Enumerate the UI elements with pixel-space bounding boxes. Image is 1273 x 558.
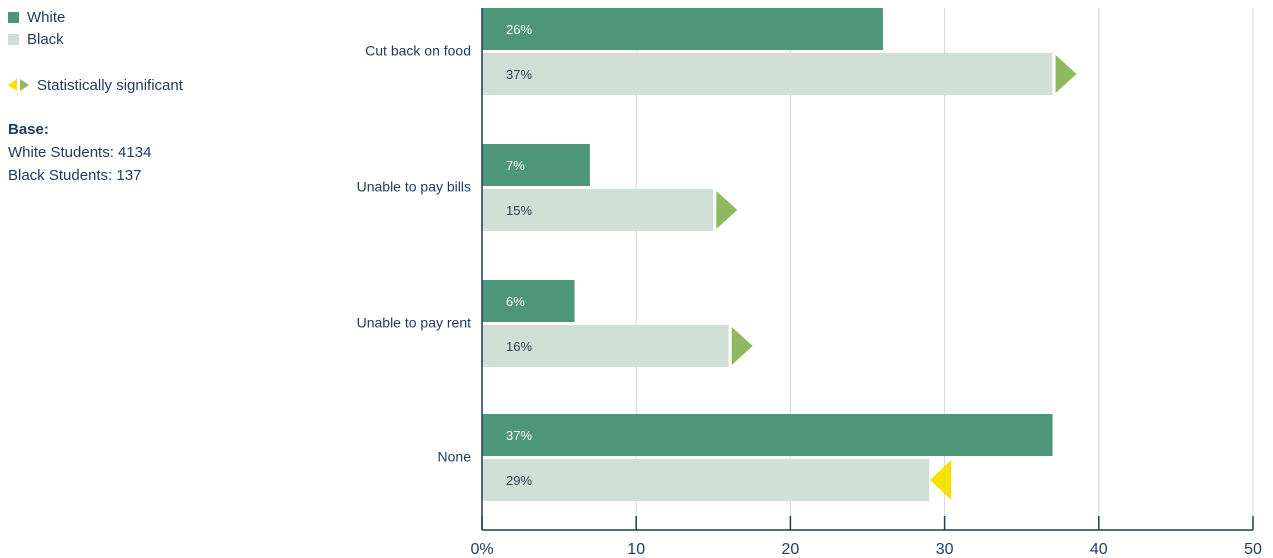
x-tick-label: 0% — [470, 541, 493, 558]
base-info: Base: White Students: 4134 Black Student… — [8, 118, 308, 187]
x-tick-label: 50 — [1244, 541, 1262, 558]
base-white-students: White Students: 4134 — [8, 144, 152, 161]
category-label: Unable to pay bills — [357, 179, 471, 195]
bar-black — [482, 325, 729, 367]
bar-white — [482, 280, 575, 322]
bar-white — [482, 144, 590, 186]
significance-right-icon — [1055, 55, 1077, 93]
x-tick-label: 30 — [936, 541, 954, 558]
bar-black — [482, 53, 1053, 95]
base-title: Base: — [8, 121, 49, 138]
triangle-left-icon — [8, 79, 17, 91]
bar-value-label: 26% — [506, 22, 532, 37]
bar-value-label: 16% — [506, 339, 532, 354]
x-tick-label: 20 — [782, 541, 800, 558]
legend-swatch-black — [8, 33, 19, 45]
bar-white — [482, 8, 883, 50]
bar-value-label: 37% — [506, 67, 532, 82]
category-label: None — [438, 449, 472, 465]
legend-significance: Statistically significant — [8, 74, 308, 96]
bar-value-label: 37% — [506, 428, 532, 443]
triangle-right-icon — [20, 79, 29, 91]
legend-label-black: Black — [27, 30, 64, 48]
significance-right-icon — [731, 327, 753, 365]
bar-black — [482, 459, 930, 501]
significance-right-icon — [716, 191, 738, 229]
category-label: Unable to pay rent — [357, 315, 472, 331]
base-black-students: Black Students: 137 — [8, 167, 142, 184]
bar-value-label: 29% — [506, 473, 532, 488]
legend-panel: White Black Statistically significant Ba… — [8, 6, 308, 187]
legend-item-white: White — [8, 6, 308, 28]
category-label: Cut back on food — [365, 43, 471, 59]
legend-label-white: White — [27, 8, 66, 26]
bar-value-label: 7% — [506, 158, 525, 173]
bar-value-label: 6% — [506, 294, 525, 309]
legend-swatch-white — [8, 11, 19, 23]
bar-value-label: 15% — [506, 203, 532, 218]
bar-white — [482, 414, 1053, 456]
significance-left-icon — [930, 460, 952, 500]
x-tick-label: 10 — [627, 541, 645, 558]
x-tick-label: 40 — [1090, 541, 1108, 558]
bar-black — [482, 189, 714, 231]
legend-item-black: Black — [8, 28, 308, 50]
significance-label: Statistically significant — [37, 76, 183, 94]
